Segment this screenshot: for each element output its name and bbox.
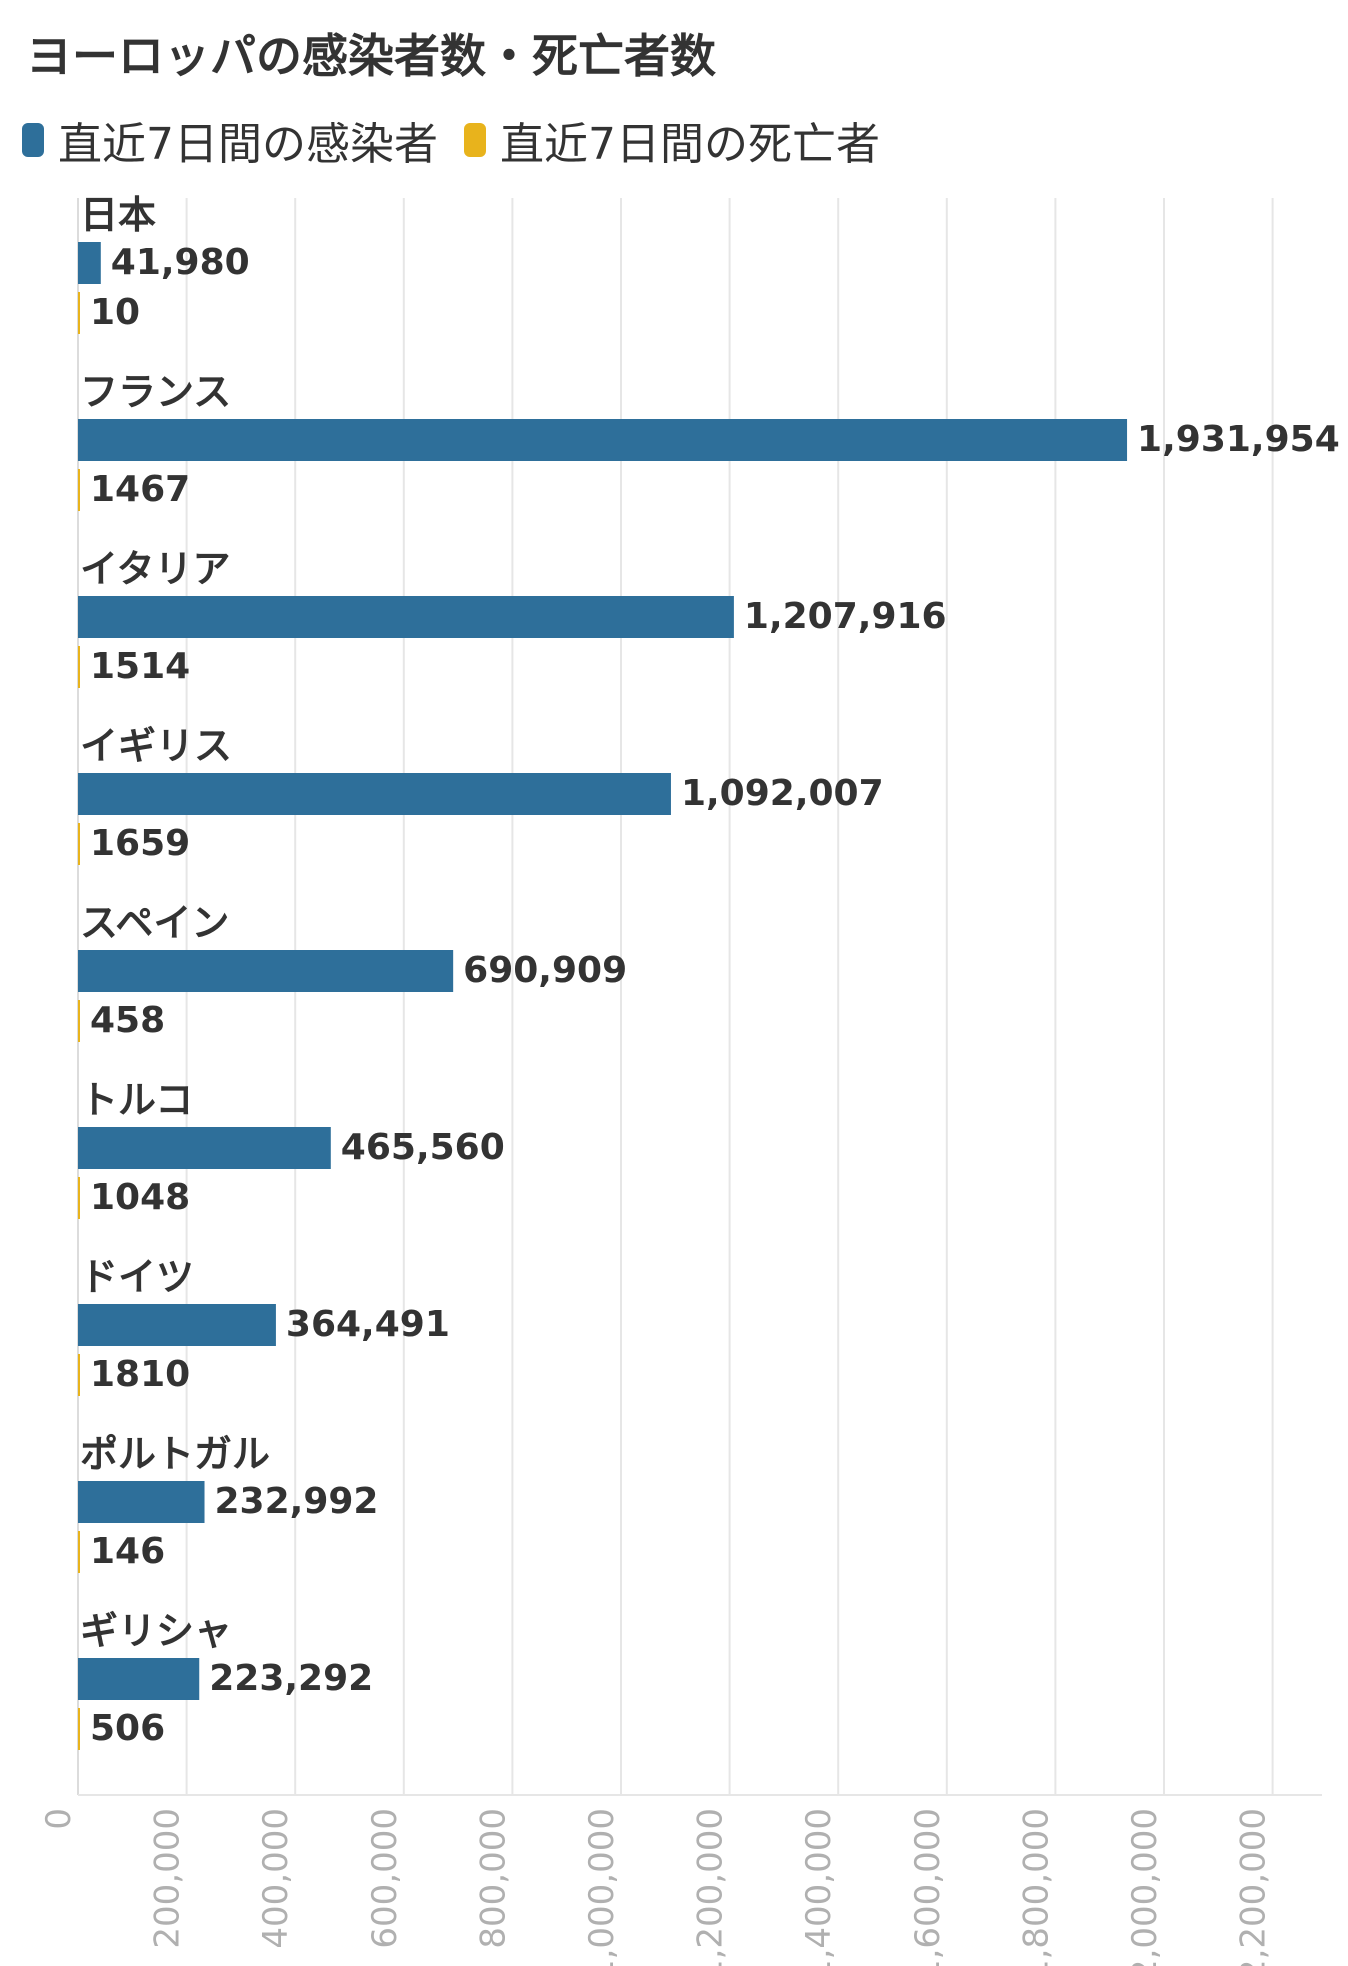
bar-deaths bbox=[78, 1000, 80, 1042]
bar-cases bbox=[78, 1127, 331, 1169]
bar-cases bbox=[78, 950, 454, 992]
data-label-deaths: 146 bbox=[90, 1531, 165, 1572]
bar-cases bbox=[78, 596, 734, 638]
data-label-cases: 41,980 bbox=[111, 242, 250, 283]
x-tick-label: 1,800,000 bbox=[1016, 1808, 1056, 1966]
x-tick-label: 1,400,000 bbox=[799, 1808, 839, 1966]
bar-cases bbox=[78, 773, 671, 815]
data-label-deaths: 1048 bbox=[90, 1177, 190, 1218]
category-label: ギリシャ bbox=[80, 1609, 232, 1653]
data-label-cases: 1,931,954 bbox=[1137, 419, 1340, 460]
category-label: トルコ bbox=[80, 1078, 193, 1122]
x-tick-label: 0 bbox=[39, 1808, 79, 1830]
legend-label-deaths: 直近7日間の死亡者 bbox=[500, 119, 880, 170]
x-tick-label: 2,200,000 bbox=[1234, 1808, 1274, 1966]
bar-deaths bbox=[78, 1354, 80, 1396]
data-label-cases: 690,909 bbox=[463, 950, 627, 991]
category-label: ポルトガル bbox=[80, 1432, 270, 1476]
category-label: ドイツ bbox=[80, 1255, 194, 1299]
category-label: イギリス bbox=[80, 724, 232, 768]
bar-cases bbox=[78, 242, 101, 284]
data-label-cases: 465,560 bbox=[341, 1127, 505, 1168]
data-label-deaths: 506 bbox=[90, 1708, 165, 1749]
category-label: スペイン bbox=[80, 901, 229, 945]
category-label: イタリア bbox=[80, 547, 230, 591]
chart-title: ヨーロッパの感染者数・死亡者数 bbox=[26, 29, 716, 83]
data-label-deaths: 10 bbox=[90, 292, 140, 333]
bar-deaths bbox=[78, 1708, 80, 1750]
data-label-cases: 1,092,007 bbox=[681, 773, 884, 814]
legend-item-deaths: 直近7日間の死亡者 bbox=[464, 108, 880, 172]
bar-cases bbox=[78, 1658, 200, 1700]
bar-deaths bbox=[78, 646, 80, 688]
x-tick-label: 1,600,000 bbox=[908, 1808, 948, 1966]
x-tick-label: 2,000,000 bbox=[1125, 1808, 1165, 1966]
data-label-deaths: 1659 bbox=[90, 823, 190, 864]
legend-item-cases: 直近7日間の感染者 bbox=[22, 108, 438, 172]
data-label-cases: 223,292 bbox=[209, 1658, 373, 1699]
data-label-cases: 364,491 bbox=[286, 1304, 450, 1345]
bar-cases bbox=[78, 1481, 205, 1523]
x-tick-label: 400,000 bbox=[256, 1808, 296, 1949]
bar-deaths bbox=[78, 1531, 80, 1573]
x-tick-label: 800,000 bbox=[473, 1808, 513, 1949]
x-tick-label: 1,200,000 bbox=[691, 1808, 731, 1966]
data-label-deaths: 1810 bbox=[90, 1354, 190, 1395]
bar-deaths bbox=[78, 469, 80, 511]
legend-swatch-cases bbox=[22, 123, 44, 157]
bar-deaths bbox=[78, 823, 80, 865]
data-label-deaths: 1514 bbox=[90, 646, 190, 687]
x-tick-label: 600,000 bbox=[365, 1808, 405, 1949]
legend-swatch-deaths bbox=[464, 123, 486, 157]
category-label: 日本 bbox=[80, 193, 156, 237]
data-label-cases: 1,207,916 bbox=[744, 596, 947, 637]
category-label: フランス bbox=[80, 370, 231, 414]
data-label-deaths: 458 bbox=[90, 1000, 165, 1041]
bar-cases bbox=[78, 419, 1128, 461]
x-tick-label: 200,000 bbox=[148, 1808, 188, 1949]
bar-deaths bbox=[78, 292, 80, 334]
chart-legend: 直近7日間の感染者 直近7日間の死亡者 bbox=[22, 108, 906, 172]
data-label-deaths: 1467 bbox=[90, 469, 190, 510]
x-tick-label: 1,000,000 bbox=[582, 1808, 622, 1966]
data-label-cases: 232,992 bbox=[215, 1481, 379, 1522]
bar-cases bbox=[78, 1304, 276, 1346]
bar-deaths bbox=[78, 1177, 80, 1219]
legend-label-cases: 直近7日間の感染者 bbox=[58, 119, 438, 170]
